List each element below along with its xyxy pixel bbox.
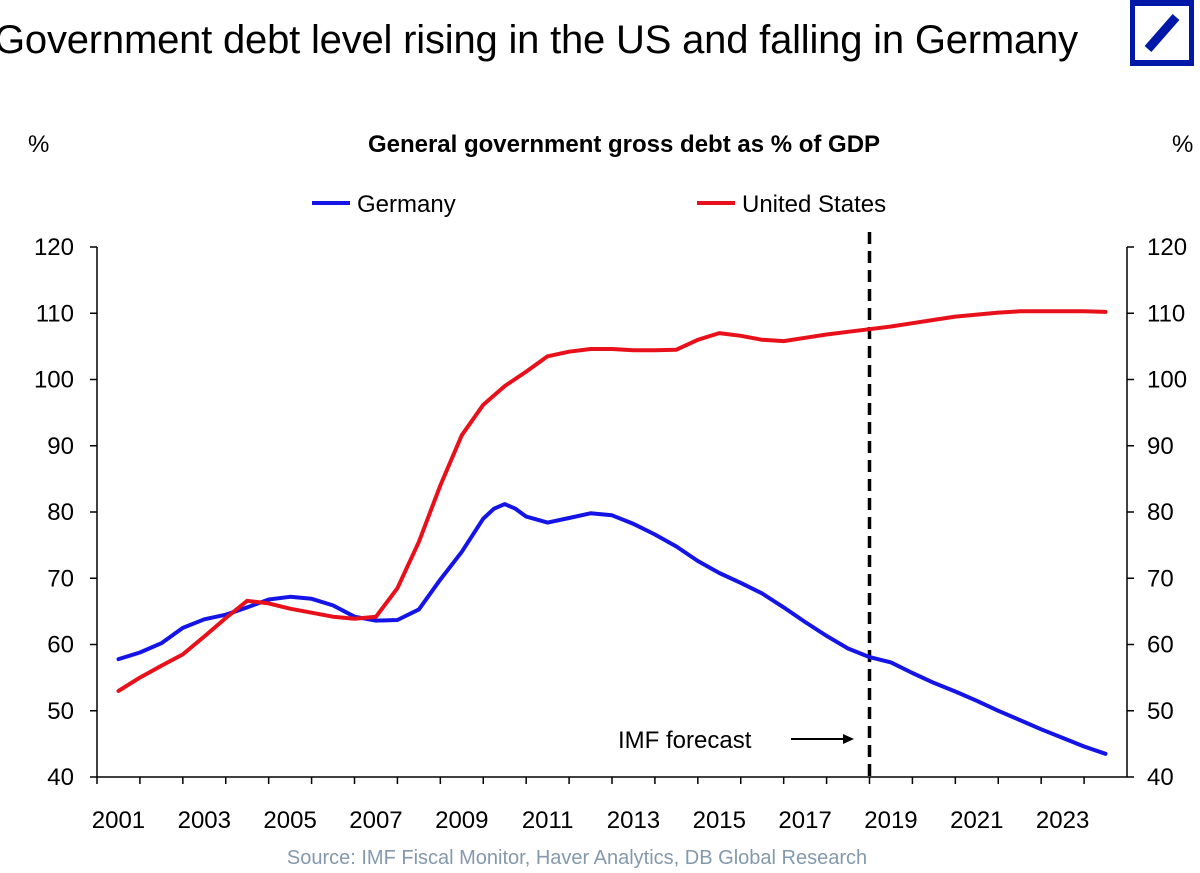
right-axis-unit: % <box>1172 131 1193 158</box>
x-tick-label: 2011 <box>522 807 574 834</box>
right-y-tick-label: 100 <box>1147 367 1187 394</box>
x-tick-label: 2019 <box>864 807 917 834</box>
left-y-tick-label: 70 <box>47 565 74 592</box>
x-tick-label: 2015 <box>693 807 746 834</box>
left-y-tick-label: 50 <box>47 698 74 725</box>
chart-title: General government gross debt as % of GD… <box>368 131 880 158</box>
series-line-germany <box>116 502 1108 756</box>
x-tick-label: 2023 <box>1036 807 1089 834</box>
left-y-tick-label: 80 <box>47 499 74 526</box>
legend-label-united-states: United States <box>742 191 886 218</box>
x-tick-label: 2001 <box>92 807 145 834</box>
left-axis-unit: % <box>28 131 49 158</box>
x-tick-label: 2003 <box>178 807 231 834</box>
right-y-tick-label: 110 <box>1147 300 1185 327</box>
x-tick-label: 2007 <box>349 807 402 834</box>
right-y-tick-label: 90 <box>1147 433 1174 460</box>
deutsche-bank-logo <box>1130 0 1194 66</box>
legend-label-germany: Germany <box>357 191 456 218</box>
right-y-tick-label: 70 <box>1147 565 1174 592</box>
right-y-tick-label: 50 <box>1147 698 1174 725</box>
left-y-tick-label: 60 <box>47 632 74 659</box>
axes: 40 40 50 50 60 60 70 70 80 80 90 90 100 100 110 110 120 1… <box>34 234 1187 834</box>
plot-area <box>116 232 1108 777</box>
forecast-annotation: IMF forecast <box>618 727 854 754</box>
forecast-arrow-head <box>843 734 854 744</box>
left-y-tick-label: 40 <box>47 764 74 791</box>
left-y-tick-label: 100 <box>34 367 74 394</box>
right-y-tick-label: 40 <box>1147 764 1174 791</box>
left-y-tick-label: 90 <box>47 433 74 460</box>
x-tick-label: 2009 <box>435 807 488 834</box>
page-title: Government debt level rising in the US a… <box>0 18 1078 62</box>
forecast-label: IMF forecast <box>618 727 752 754</box>
x-tick-label: 2005 <box>263 807 316 834</box>
x-tick-label: 2021 <box>950 807 1003 834</box>
legend: Germany United States <box>312 191 886 218</box>
series-line-united-states <box>116 309 1108 693</box>
x-tick-label: 2017 <box>778 807 831 834</box>
right-y-tick-label: 120 <box>1147 234 1187 261</box>
left-y-tick-label: 110 <box>36 300 74 327</box>
right-y-tick-label: 80 <box>1147 499 1174 526</box>
source-note: Source: IMF Fiscal Monitor, Haver Analyt… <box>287 847 867 869</box>
left-y-tick-label: 120 <box>34 234 74 261</box>
x-tick-label: 2013 <box>607 807 660 834</box>
right-y-tick-label: 60 <box>1147 632 1174 659</box>
